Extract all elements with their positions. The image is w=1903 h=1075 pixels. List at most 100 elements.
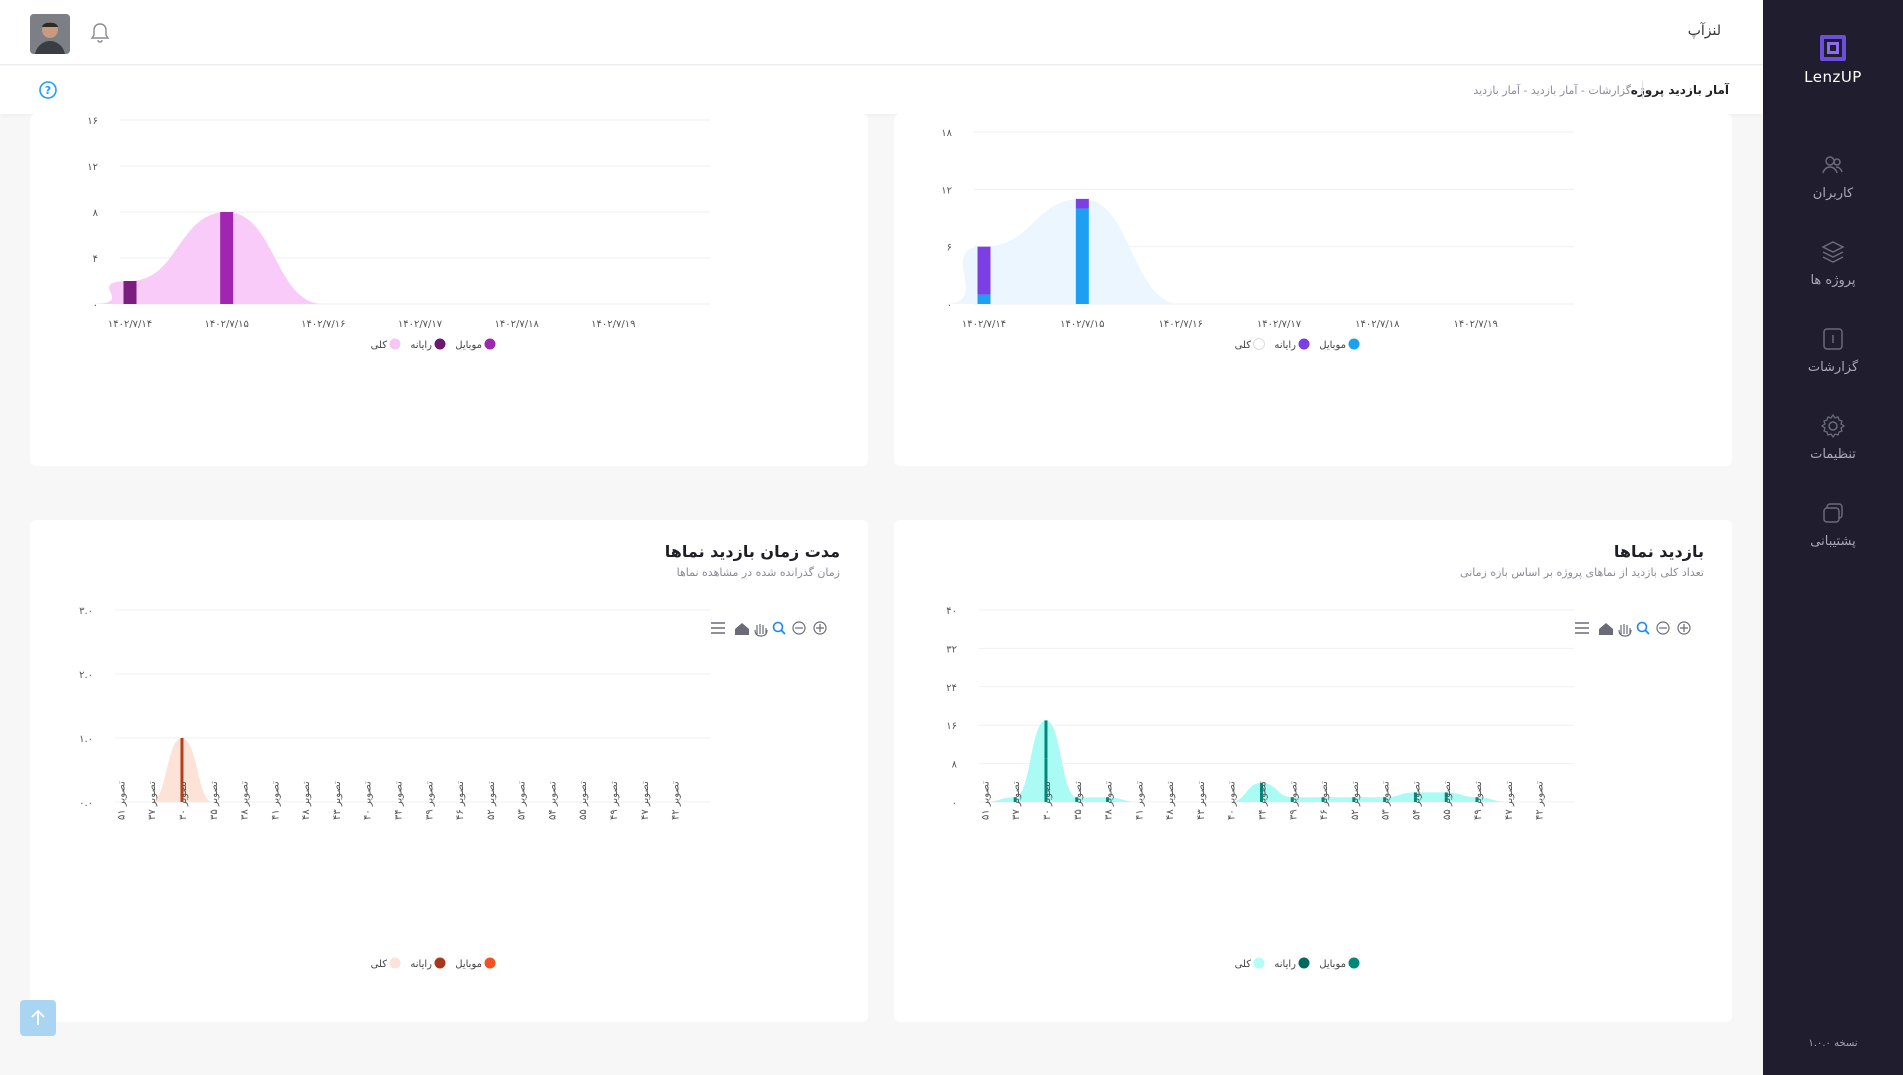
- x-tick-label: تصویر ۵۳: [1381, 781, 1392, 820]
- scroll-to-top-button[interactable]: [20, 1000, 56, 1036]
- zoom-selection-icon: [1636, 621, 1648, 633]
- legend-label: کلی: [371, 340, 388, 351]
- x-tick-label: تصویر ۴۸: [1165, 781, 1176, 820]
- x-tick-label: ۱۴۰۲/۷/۱۶: [301, 319, 345, 330]
- x-tick-label: تصویر ۴۳: [332, 781, 343, 820]
- x-tick-label: تصویر ۵۳: [517, 781, 528, 820]
- x-tick-label: تصویر ۳۰: [1042, 781, 1053, 820]
- chart-toolbar: [711, 621, 827, 637]
- home-icon: [1599, 623, 1613, 635]
- x-tick-label: تصویر ۴۱: [1134, 781, 1145, 820]
- chart-card-daily-visits: ۰ ۶ ۱۲ ۱۸ ۱۴۰۲/۷/۱۴ ۱۴۰۲/۷/۱۵ ۱۴۰۲/۷/۱۶ ۱۴۰۲/۷/…: [894, 114, 1732, 466]
- y-tick-label: ۰: [93, 300, 98, 311]
- series-area-total: [108, 738, 675, 802]
- x-tick-label: تصویر ۴۳: [1196, 781, 1207, 820]
- zoom-in-icon: [816, 624, 824, 632]
- x-tick-label: ۱۴۰۲/۷/۱۹: [591, 319, 635, 330]
- y-tick-label: ۱۲: [941, 185, 952, 196]
- view-visits-chart: ۰ ۸ ۱۶ ۲۴ ۳۲ ۴۰ تصویر ۵۱ تصویر ۳۷ تصویر ۳۰ تصویر …: [946, 606, 1691, 970]
- bar-desktop: [123, 281, 137, 304]
- legend-label: رایانه: [1274, 340, 1296, 351]
- x-tick-label: تصویر ۴۲: [1535, 781, 1546, 820]
- sidebar-item-projects[interactable]: پروژه ها: [1763, 239, 1903, 288]
- bar-mobile: [1044, 758, 1048, 802]
- sidebar-item-users[interactable]: کاربران: [1763, 152, 1903, 201]
- legend-marker: [434, 957, 446, 969]
- chart-card-view-visits: بازدید نماها تعداد کلی بازدید از نماهای …: [894, 520, 1732, 1022]
- x-tick-label: تصویر ۵۴: [1411, 781, 1422, 820]
- sidebar-item-reports[interactable]: گزارشات: [1763, 326, 1903, 375]
- legend-label: رایانه: [410, 959, 432, 970]
- bar-desktop: [1444, 792, 1448, 798]
- bar-desktop: [1075, 198, 1089, 209]
- bar-desktop: [1352, 797, 1356, 802]
- sidebar: LenzUP کاربران پروژه ها گزارشات تنظیمات: [1763, 0, 1903, 1075]
- x-tick-label: تصویر ۴۹: [1473, 781, 1484, 820]
- bar-desktop: [180, 738, 184, 802]
- y-tick-label: ۱۶: [946, 721, 957, 732]
- x-tick-label: ۱۴۰۲/۷/۱۷: [1257, 319, 1302, 330]
- legend-marker: [1253, 957, 1265, 969]
- y-tick-label: ۱۶: [87, 116, 98, 127]
- legend-label: موبایل: [455, 959, 482, 970]
- sidebar-item-label: پشتیبانی: [1810, 534, 1856, 549]
- bar-desktop: [1106, 797, 1110, 802]
- legend-marker: [389, 957, 401, 969]
- bar-desktop: [1290, 797, 1294, 802]
- breadcrumb[interactable]: گزارشات - آمار بازدید - آمار بازدید: [1473, 84, 1631, 97]
- bar-desktop: [1321, 797, 1325, 802]
- x-tick-label: تصویر ۳۴: [394, 781, 405, 820]
- x-tick-label: ۱۴۰۲/۷/۱۵: [204, 319, 248, 330]
- chart-card-daily-duration: ۰ ۴ ۸ ۱۲ ۱۶ ۱۴۰۲/۷/۱۴ ۱۴۰۲/۷/۱۵ ۱۴۰۲/۷/۱۶ ۱۴۰۲/۷…: [30, 114, 868, 466]
- series-area-total: [944, 198, 1476, 304]
- x-tick-label: تصویر ۳۴: [1258, 781, 1269, 820]
- menu-icon: [1575, 622, 1589, 634]
- chart-card-view-duration: مدت زمان بازدید نماها زمان گذرانده شده د…: [30, 520, 868, 1022]
- pan-hand-icon: [1618, 624, 1632, 637]
- zoom-selection-icon: [772, 621, 784, 633]
- legend-marker: [1253, 338, 1265, 350]
- y-tick-label: ۲۴: [946, 683, 957, 694]
- y-tick-label: ۴: [93, 254, 98, 265]
- x-tick-label: ۱۴۰۲/۷/۱۸: [494, 319, 539, 330]
- legend-label: رایانه: [1274, 959, 1296, 970]
- sidebar-item-label: تنظیمات: [1810, 447, 1856, 462]
- arrow-up-icon: [31, 1009, 45, 1025]
- legend-label: موبایل: [1319, 959, 1346, 970]
- pan-hand-icon: [754, 624, 768, 637]
- y-tick-label: ۴۰: [946, 606, 957, 617]
- home-icon: [735, 623, 749, 635]
- card-title: بازدید نماها: [1613, 542, 1704, 561]
- logo[interactable]: LenzUP: [1763, 34, 1903, 86]
- legend-marker: [484, 957, 496, 969]
- sidebar-item-settings[interactable]: تنظیمات: [1763, 413, 1903, 462]
- bar-desktop: [1260, 782, 1263, 793]
- zoom-out-icon: [1656, 621, 1670, 635]
- x-tick-label: تصویر ۳۹: [1288, 781, 1299, 820]
- x-tick-label: تصویر ۵۱: [116, 781, 127, 820]
- legend-label: رایانه: [410, 340, 432, 351]
- card-title: مدت زمان بازدید نماها: [664, 542, 840, 561]
- legend-label: کلی: [1235, 340, 1252, 351]
- legend-label: کلی: [1235, 959, 1252, 970]
- legend-marker: [484, 338, 496, 350]
- y-tick-label: ۳۲: [946, 644, 957, 655]
- x-tick-label: ۱۴۰۲/۷/۱۴: [962, 319, 1006, 330]
- x-tick-label: تصویر ۳۸: [1104, 781, 1115, 820]
- x-tick-label: ۱۴۰۲/۷/۱۸: [1355, 319, 1400, 330]
- help-icon[interactable]: ?: [38, 80, 58, 100]
- x-tick-label: ۱۴۰۲/۷/۱۴: [108, 319, 152, 330]
- sidebar-item-support[interactable]: پشتیبانی: [1763, 500, 1903, 549]
- legend-marker: [1298, 338, 1310, 350]
- x-tick-label: ۱۴۰۲/۷/۱۵: [1060, 319, 1104, 330]
- avatar[interactable]: [30, 14, 70, 54]
- sidebar-item-label: گزارشات: [1807, 360, 1859, 375]
- bar-desktop: [1013, 797, 1017, 802]
- bar-mobile: [1260, 792, 1263, 802]
- x-tick-label: ۱۴۰۲/۷/۱۶: [1158, 319, 1202, 330]
- card-subtitle: تعداد کلی بازدید از نماهای پروژه بر اساس…: [1460, 566, 1704, 579]
- y-tick-label: ۱۲: [87, 162, 98, 173]
- x-tick-label: تصویر ۳۹: [424, 781, 435, 820]
- bell-icon[interactable]: [90, 22, 110, 44]
- sidebar-item-label: کاربران: [1812, 186, 1854, 201]
